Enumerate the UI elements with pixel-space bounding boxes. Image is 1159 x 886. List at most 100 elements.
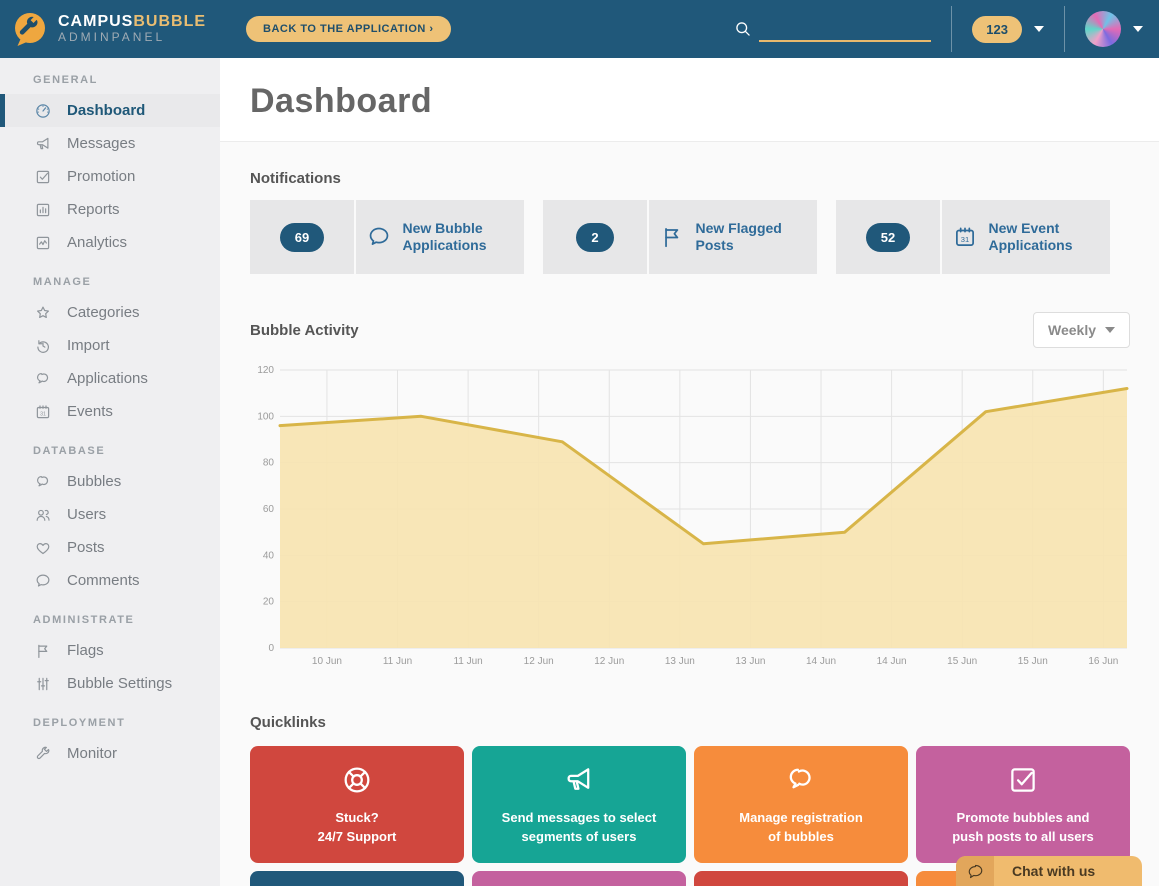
logo-bubble-wrench-icon <box>15 13 45 46</box>
notification-card-new-event-applications[interactable]: 52 New Event Applications <box>836 200 1110 274</box>
heart-icon <box>34 539 52 557</box>
sidebar-section-label: DATABASE <box>33 445 106 457</box>
chevron-down-icon <box>1105 327 1115 333</box>
notification-label: New Flagged Posts <box>695 219 782 254</box>
notification-label: New Event Applications <box>988 219 1073 254</box>
quicklink-label: Promote bubbles and push posts to all use… <box>952 809 1094 844</box>
sidebar-item-comments[interactable]: Comments <box>0 564 220 597</box>
flag-icon <box>659 224 685 250</box>
back-to-application-button[interactable]: BACK TO THE APPLICATION › <box>246 16 451 42</box>
svg-text:14 Jun: 14 Jun <box>877 656 907 667</box>
svg-text:100: 100 <box>257 411 274 422</box>
bubbles-icon <box>34 473 52 491</box>
sidebar-item-label: Reports <box>67 201 120 218</box>
user-avatar[interactable] <box>1085 11 1121 47</box>
notification-card-new-flagged-posts[interactable]: 2 New Flagged Posts <box>543 200 817 274</box>
notifications-section-label: Notifications <box>250 170 341 187</box>
sidebar-item-applications[interactable]: Applications <box>0 362 220 395</box>
sidebar-item-label: Events <box>67 403 113 420</box>
svg-text:16 Jun: 16 Jun <box>1088 656 1118 667</box>
search-area <box>733 16 932 42</box>
sidebar-item-label: Dashboard <box>67 102 146 119</box>
quicklink-label: Send messages to select segments of users <box>501 809 657 844</box>
chat-bubble-icon <box>967 863 984 880</box>
sidebar-item-label: Bubble Settings <box>67 675 173 692</box>
sidebar-item-dashboard[interactable]: Dashboard <box>0 94 220 127</box>
sidebar-item-bubble-settings[interactable]: Bubble Settings <box>0 667 220 700</box>
sidebar-section-database: DATABASE Bubbles Users Posts Comments <box>0 445 220 597</box>
profile-dropdown-caret-icon[interactable] <box>1133 26 1143 32</box>
calendar-icon <box>952 224 978 250</box>
sidebar-section-label: ADMINISTRATE <box>33 614 135 626</box>
quicklink-card-partial[interactable] <box>472 871 686 886</box>
top-header: CAMPUSBUBBLE ADMINPANEL BACK TO THE APPL… <box>0 0 1159 58</box>
sidebar-item-promotion[interactable]: Promotion <box>0 160 220 193</box>
chart-range-dropdown[interactable]: Weekly <box>1033 312 1130 348</box>
sidebar-item-import[interactable]: Import <box>0 329 220 362</box>
sidebar-item-label: Posts <box>67 539 105 556</box>
sidebar-item-reports[interactable]: Reports <box>0 193 220 226</box>
sidebar-item-label: Analytics <box>67 234 128 251</box>
wrench-icon <box>34 745 52 763</box>
notification-label: New Bubble Applications <box>402 219 487 254</box>
svg-text:120: 120 <box>257 365 274 376</box>
search-input[interactable] <box>759 16 932 42</box>
sidebar-section-label: GENERAL <box>33 74 98 86</box>
flag-icon <box>34 642 52 660</box>
quicklink-card-partial[interactable] <box>250 871 464 886</box>
quicklink-card-partial[interactable] <box>694 871 908 886</box>
sidebar-item-events[interactable]: Events <box>0 395 220 428</box>
svg-text:15 Jun: 15 Jun <box>1018 656 1048 667</box>
bar-chart-icon <box>34 201 52 219</box>
users-icon <box>34 506 52 524</box>
calendar-icon <box>34 403 52 421</box>
check-square-icon <box>34 168 52 186</box>
sidebar-item-messages[interactable]: Messages <box>0 127 220 160</box>
sidebar-item-posts[interactable]: Posts <box>0 531 220 564</box>
sidebar-item-label: Monitor <box>67 745 118 762</box>
brand-subtitle: ADMINPANEL <box>58 30 166 45</box>
check-square-icon <box>1006 763 1040 797</box>
svg-text:60: 60 <box>263 504 275 515</box>
sidebar-item-bubbles[interactable]: Bubbles <box>0 465 220 498</box>
svg-text:11 Jun: 11 Jun <box>383 656 412 667</box>
quicklink-card-send-messages-to-select[interactable]: Send messages to select segments of users <box>472 746 686 863</box>
chat-widget-label: Chat with us <box>1012 863 1096 879</box>
sidebar-item-label: Applications <box>67 370 148 387</box>
sidebar-item-analytics[interactable]: Analytics <box>0 226 220 259</box>
notification-card-new-bubble-applications[interactable]: 69 New Bubble Applications <box>250 200 524 274</box>
sidebar-item-users[interactable]: Users <box>0 498 220 531</box>
notification-count-badge[interactable]: 123 <box>972 15 1022 43</box>
notifications-dropdown-caret-icon[interactable] <box>1034 26 1044 32</box>
sidebar-item-label: Promotion <box>67 168 136 185</box>
bubble-activity-chart: 0 20 40 60 80 100 120 10 Jun 11 Jun 11 Jun 12 Jun 1… <box>250 362 1130 672</box>
svg-text:11 Jun: 11 Jun <box>453 656 482 667</box>
bubble-activity-section-label: Bubble Activity <box>250 321 359 339</box>
svg-text:20: 20 <box>263 597 275 608</box>
notification-count: 52 <box>865 222 911 252</box>
bubbles-icon <box>34 370 52 388</box>
sliders-icon <box>34 675 52 693</box>
svg-text:80: 80 <box>263 458 275 469</box>
sidebar-section-deployment: DEPLOYMENT Monitor <box>0 717 220 770</box>
quicklinks-section-label: Quicklinks <box>250 714 326 731</box>
megaphone-icon <box>562 763 596 797</box>
svg-text:13 Jun: 13 Jun <box>735 656 765 667</box>
history-icon <box>34 337 52 355</box>
comment-icon <box>34 572 52 590</box>
sidebar-item-monitor[interactable]: Monitor <box>0 737 220 770</box>
app-logo[interactable]: CAMPUSBUBBLE ADMINPANEL <box>10 9 206 49</box>
svg-text:0: 0 <box>268 643 274 654</box>
gauge-icon <box>34 102 52 120</box>
quicklink-card-stuck-[interactable]: Stuck? 24/7 Support <box>250 746 464 863</box>
sidebar-item-label: Users <box>67 506 107 523</box>
sidebar-item-categories[interactable]: Categories <box>0 296 220 329</box>
line-chart-icon <box>34 234 52 252</box>
search-icon <box>733 19 753 39</box>
quicklink-card-manage-registration[interactable]: Manage registration of bubbles <box>694 746 908 863</box>
quicklink-card-promote-bubbles-and[interactable]: Promote bubbles and push posts to all use… <box>916 746 1130 863</box>
chat-with-us-widget[interactable]: Chat with us <box>956 856 1142 886</box>
sidebar-item-flags[interactable]: Flags <box>0 634 220 667</box>
life-ring-icon <box>340 763 374 797</box>
page-title-block: Dashboard <box>220 58 1159 142</box>
